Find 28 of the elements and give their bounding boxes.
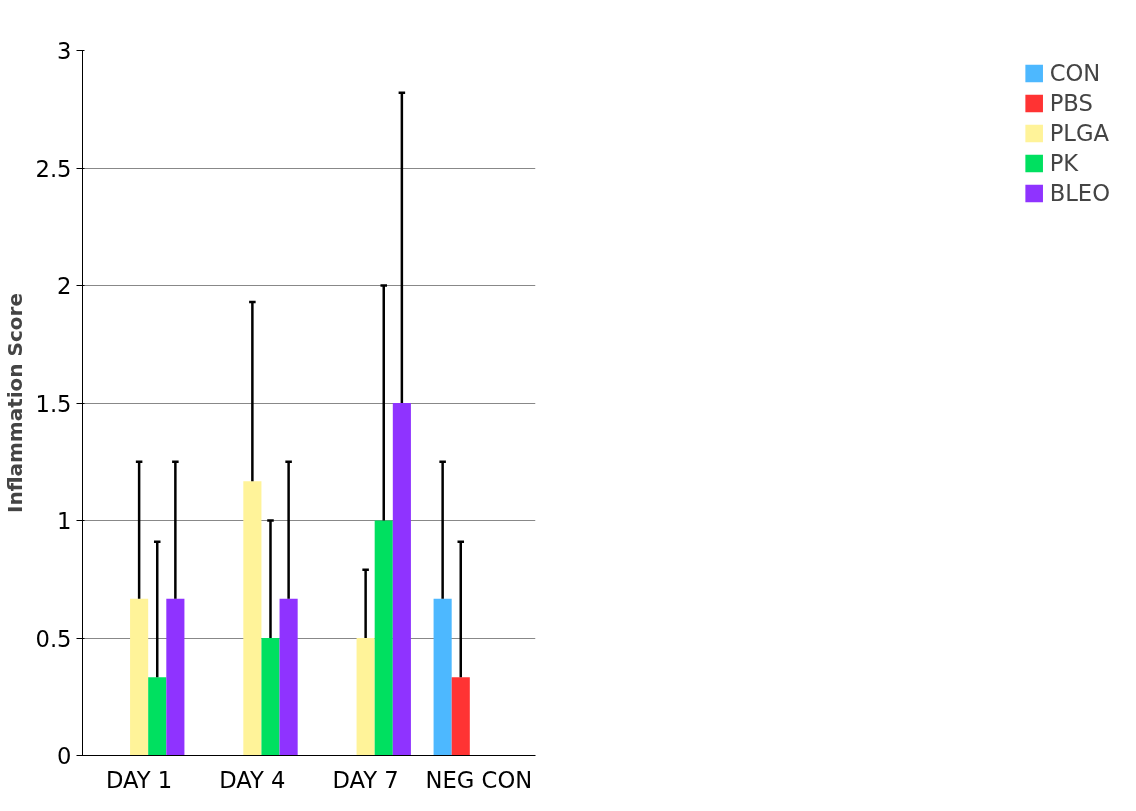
bar (130, 598, 149, 756)
bar (392, 403, 411, 756)
y-axis-title: Inflammation Score (3, 293, 28, 513)
bar (374, 520, 393, 756)
y-tick-label: 0.5 (35, 625, 72, 652)
legend-label: PLGA (1049, 120, 1110, 146)
legend-label: BLEO (1049, 180, 1110, 206)
x-tick-label: DAY 1 (106, 766, 173, 793)
legend-label: PK (1049, 150, 1079, 176)
bar (433, 598, 452, 756)
bar (243, 481, 262, 756)
y-tick-label: 1.5 (35, 390, 72, 417)
bar (279, 598, 298, 756)
y-tick-label: 3 (57, 38, 72, 64)
bar (166, 598, 185, 756)
legend-label: CON (1049, 60, 1101, 86)
x-tick-label: NEG CON (425, 766, 533, 793)
y-tick-label: 1 (57, 508, 72, 534)
bar (261, 638, 280, 756)
legend-label: PBS (1049, 90, 1093, 116)
y-tick-label: 0 (57, 743, 72, 769)
x-tick-label: DAY 4 (219, 766, 286, 793)
bar (451, 677, 470, 756)
bar (148, 677, 167, 756)
x-tick-label: DAY 7 (332, 766, 399, 793)
y-tick-label: 2.5 (35, 155, 72, 182)
bar (356, 638, 375, 756)
y-tick-label: 2 (57, 273, 72, 299)
